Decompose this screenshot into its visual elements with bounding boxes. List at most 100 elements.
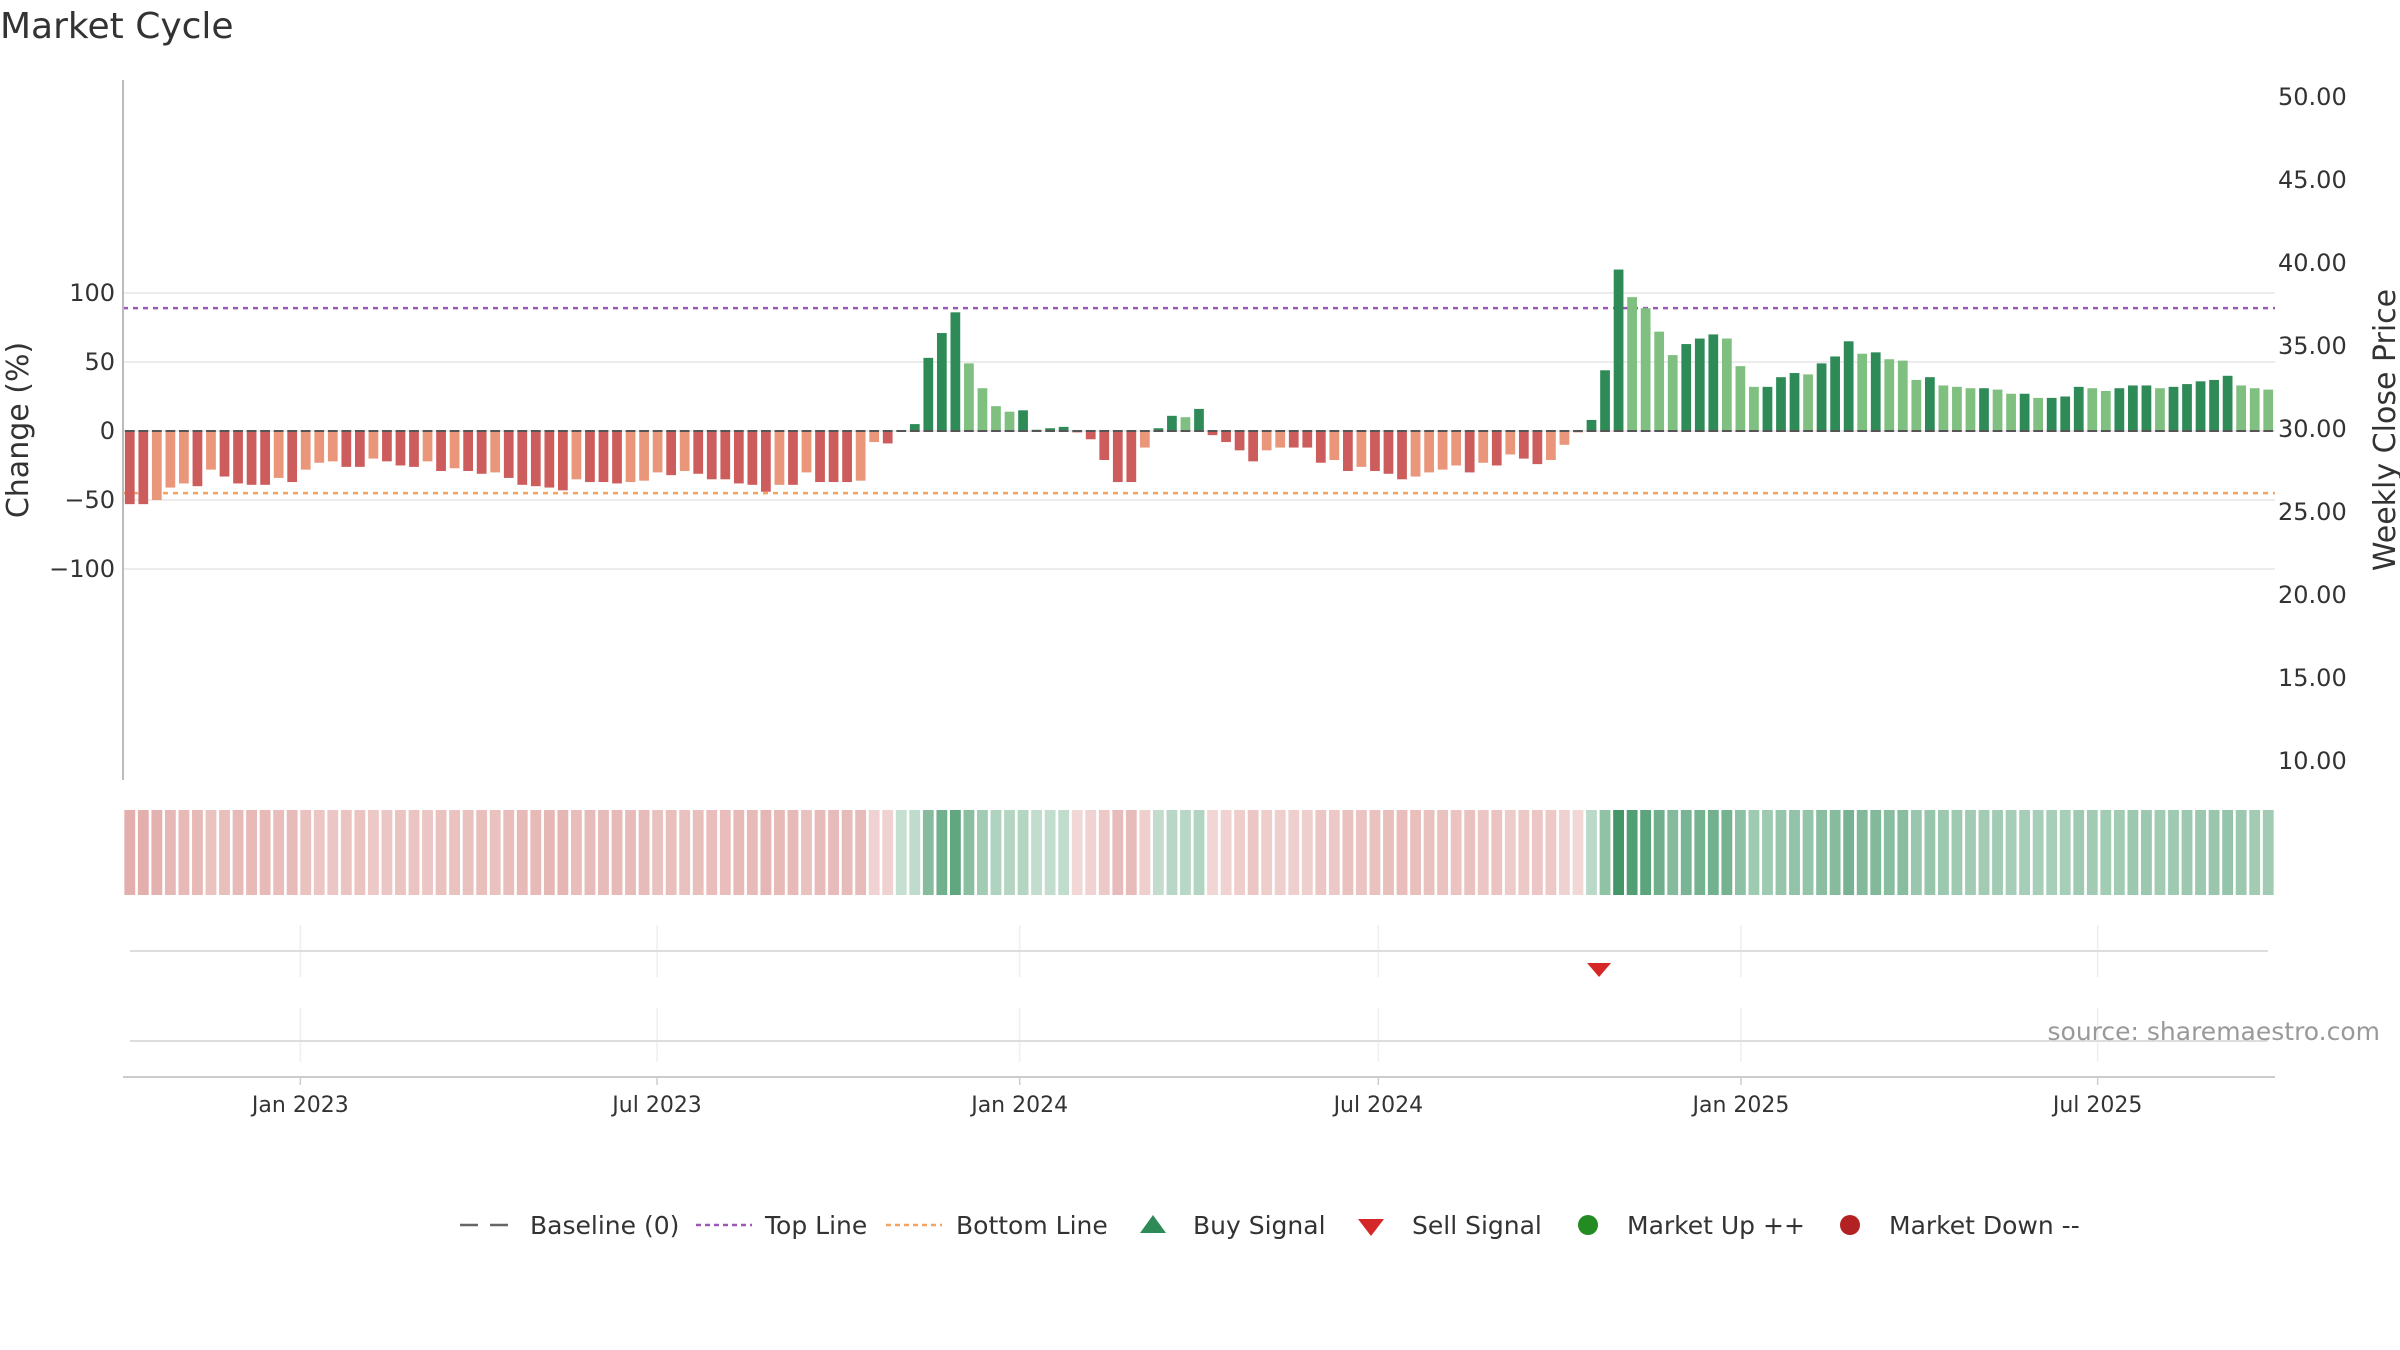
strip-cell <box>1937 810 1949 895</box>
strip-cell <box>462 810 474 895</box>
strip-cell <box>1301 810 1313 895</box>
strip-cell <box>2005 810 2017 895</box>
bar <box>1424 431 1434 473</box>
strip-cell <box>422 810 433 895</box>
bar <box>1451 431 1462 466</box>
date-tick-label: Jan 2023 <box>250 1093 349 1118</box>
bar <box>449 431 460 469</box>
bar <box>2168 386 2179 431</box>
bar <box>476 431 487 474</box>
bar <box>801 431 812 473</box>
bar <box>1045 428 1055 431</box>
bar <box>1234 431 1245 451</box>
left-tick-label: 100 <box>69 279 115 307</box>
strip-cell <box>1315 810 1327 895</box>
strip-cell <box>2249 810 2261 895</box>
strip-cell <box>1829 810 1841 895</box>
cycle-heat-strip <box>124 810 2274 895</box>
bar <box>693 431 704 474</box>
bar <box>530 431 541 487</box>
right-tick-label: 40.00 <box>2278 249 2347 277</box>
strip-cell <box>746 810 758 895</box>
right-tick-label: 10.00 <box>2278 747 2347 775</box>
strip-cell <box>1762 810 1773 895</box>
bar <box>788 431 798 485</box>
strip-cell <box>638 810 650 895</box>
strip-cell <box>1220 810 1232 895</box>
bar <box>1721 338 1732 431</box>
bar <box>679 431 690 472</box>
bar <box>1789 373 1800 431</box>
bar <box>2155 388 2165 431</box>
legend-bottom-line-label: Bottom Line <box>956 1211 1108 1240</box>
legend-baseline-label: Baseline (0) <box>530 1211 679 1240</box>
strip-cell <box>2208 810 2220 895</box>
bar <box>354 431 365 467</box>
bar <box>1518 431 1529 459</box>
bar <box>1356 431 1367 467</box>
strip-cell <box>124 810 136 895</box>
strip-cell <box>1328 810 1340 895</box>
strip-cell <box>1667 810 1679 895</box>
strip-cell <box>340 810 352 895</box>
strip-cell <box>1383 810 1394 895</box>
strip-cell <box>1207 810 1218 895</box>
strip-cell <box>1586 810 1597 895</box>
bar <box>1437 431 1448 470</box>
left-tick-label: −100 <box>49 555 115 583</box>
bar <box>585 431 595 483</box>
bar <box>219 431 230 477</box>
bar <box>1343 431 1353 472</box>
bar <box>1749 386 1759 431</box>
bar <box>2060 396 2071 431</box>
bar <box>1708 334 1719 431</box>
strip-cell <box>1680 810 1692 895</box>
strip-cell <box>1802 810 1814 895</box>
bar <box>1275 431 1286 448</box>
bar <box>1112 431 1123 483</box>
strip-cell <box>489 810 501 895</box>
strip-cell <box>855 810 867 895</box>
bar <box>287 431 298 483</box>
strip-cell <box>665 810 677 895</box>
legend-sell-label: Sell Signal <box>1412 1211 1542 1240</box>
bar <box>774 431 785 485</box>
strip-cell <box>1856 810 1868 895</box>
bar <box>1965 388 1976 431</box>
bar <box>1586 419 1597 431</box>
strip-cell <box>1166 810 1178 895</box>
right-axis-label: Weekly Close Price <box>2368 289 2400 571</box>
bar <box>1627 297 1637 431</box>
bar <box>463 431 473 472</box>
strip-cell <box>1816 810 1828 895</box>
strip-cell <box>192 810 203 895</box>
strip-cell <box>1992 810 2003 895</box>
bar <box>1018 410 1028 431</box>
strip-cell <box>963 810 975 895</box>
bar <box>598 431 609 483</box>
right-tick-label: 50.00 <box>2278 83 2347 111</box>
strip-cell <box>1924 810 1936 895</box>
strip-cell <box>1180 810 1191 895</box>
strip-cell <box>1274 810 1286 895</box>
bar <box>1085 431 1096 440</box>
bar <box>327 431 338 462</box>
legend-market-up-label: Market Up ++ <box>1627 1211 1805 1240</box>
strip-cell <box>1789 810 1800 895</box>
left-tick-label: −50 <box>64 486 115 514</box>
bar <box>1302 431 1313 448</box>
strip-cell <box>936 810 948 895</box>
strip-cell <box>2046 810 2058 895</box>
sell-signal-marker <box>1587 963 1612 977</box>
strip-cell <box>1504 810 1516 895</box>
left-tick-labels: 100 50 0 −50 −100 <box>49 279 115 583</box>
bar <box>422 431 433 462</box>
bar <box>1288 431 1299 448</box>
right-tick-label: 45.00 <box>2278 166 2347 194</box>
strip-cell <box>1247 810 1259 895</box>
bar <box>490 431 501 473</box>
strip-cell <box>733 810 745 895</box>
strip-cell <box>1423 810 1435 895</box>
bar <box>1735 366 1746 431</box>
strip-cell <box>1004 810 1015 895</box>
